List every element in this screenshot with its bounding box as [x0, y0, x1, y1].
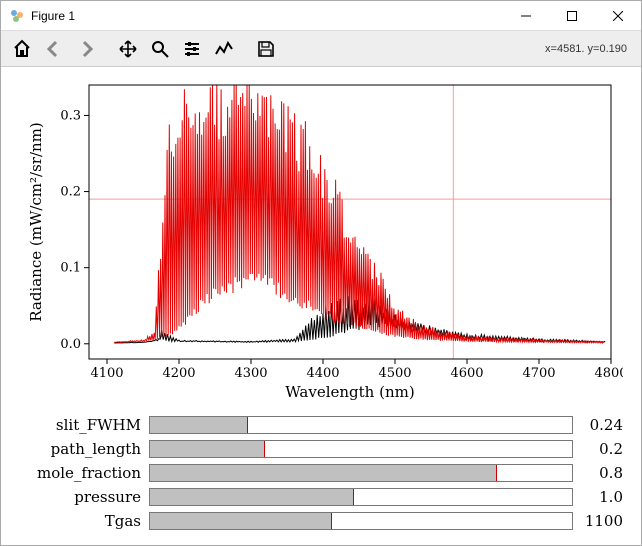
slider-mole_fraction: mole_fraction 0.8 [19, 461, 623, 485]
svg-text:4300: 4300 [234, 366, 267, 381]
svg-text:0.0: 0.0 [60, 337, 81, 352]
subplots-button[interactable] [177, 34, 207, 64]
slider-fill [150, 513, 331, 529]
svg-text:0.1: 0.1 [60, 261, 81, 276]
sliders-panel: slit_FWHM 0.24 path_length 0.2 mole_fraction… [1, 409, 641, 543]
slider-track[interactable] [149, 464, 573, 482]
slider-path_length: path_length 0.2 [19, 437, 623, 461]
slider-mark [264, 441, 265, 457]
slider-mark [353, 489, 354, 505]
slider-fill [150, 489, 353, 505]
slider-mark [247, 417, 248, 433]
zoom-button[interactable] [145, 34, 175, 64]
slider-mark [331, 513, 332, 529]
svg-text:Wavelength (nm): Wavelength (nm) [285, 383, 414, 401]
slider-mark [496, 465, 497, 481]
slider-fill [150, 417, 247, 433]
cursor-coords: x=4581. y=0.190 [545, 43, 635, 55]
slider-Tgas: Tgas 1100 [19, 509, 623, 533]
slider-value: 0.24 [573, 416, 623, 434]
slider-pressure: pressure 1.0 [19, 485, 623, 509]
slider-label: pressure [19, 488, 149, 506]
slider-slit_FWHM: slit_FWHM 0.24 [19, 413, 623, 437]
slider-label: Tgas [19, 512, 149, 530]
back-button[interactable] [39, 34, 69, 64]
forward-button[interactable] [71, 34, 101, 64]
svg-text:4400: 4400 [306, 366, 339, 381]
svg-text:0.3: 0.3 [60, 108, 81, 123]
save-button[interactable] [251, 34, 281, 64]
slider-label: path_length [19, 440, 149, 458]
svg-text:4100: 4100 [90, 366, 123, 381]
toolbar: x=4581. y=0.190 [1, 31, 641, 67]
pan-button[interactable] [113, 34, 143, 64]
window-title: Figure 1 [31, 9, 75, 23]
app-icon [9, 8, 25, 24]
slider-track[interactable] [149, 488, 573, 506]
slider-track[interactable] [149, 512, 573, 530]
slider-value: 1100 [573, 512, 623, 530]
slider-value: 1.0 [573, 488, 623, 506]
svg-text:0.2: 0.2 [60, 185, 81, 200]
radiance-chart: 4100 4200 4300 4400 4500 4600 4700 4800 0.0 0.1 0.… [19, 75, 623, 405]
maximize-button[interactable] [549, 1, 595, 31]
svg-text:4500: 4500 [378, 366, 411, 381]
svg-text:4200: 4200 [162, 366, 195, 381]
slider-track[interactable] [149, 416, 573, 434]
close-button[interactable] [595, 1, 641, 31]
svg-text:4800: 4800 [594, 366, 623, 381]
svg-text:Radiance (mW/cm²/sr/nm): Radiance (mW/cm²/sr/nm) [27, 122, 45, 322]
slider-value: 0.2 [573, 440, 623, 458]
plot-area[interactable]: 4100 4200 4300 4400 4500 4600 4700 4800 0.0 0.1 0.… [19, 75, 623, 405]
svg-text:4700: 4700 [522, 366, 555, 381]
slider-label: mole_fraction [19, 464, 149, 482]
home-button[interactable] [7, 34, 37, 64]
content-area: 4100 4200 4300 4400 4500 4600 4700 4800 0.0 0.1 0.… [1, 67, 641, 545]
slider-value: 0.8 [573, 464, 623, 482]
figure-window: Figure 1 [0, 0, 642, 546]
slider-track[interactable] [149, 440, 573, 458]
svg-text:4600: 4600 [450, 366, 483, 381]
edit-button[interactable] [209, 34, 239, 64]
slider-fill [150, 441, 264, 457]
slider-label: slit_FWHM [19, 416, 149, 434]
slider-fill [150, 465, 496, 481]
titlebar: Figure 1 [1, 1, 641, 31]
minimize-button[interactable] [503, 1, 549, 31]
